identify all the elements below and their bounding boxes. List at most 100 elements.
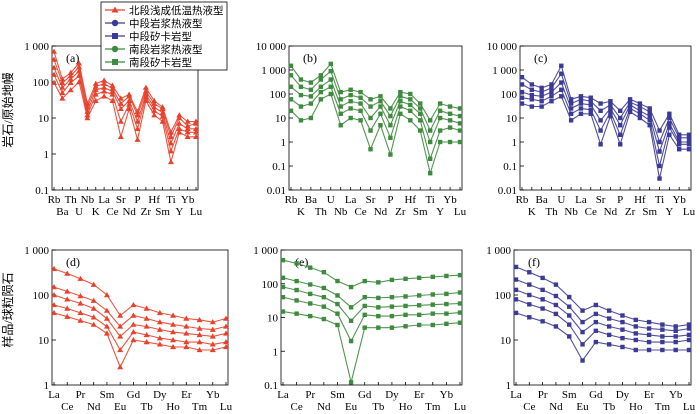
data-point <box>64 305 71 311</box>
data-point <box>338 104 343 109</box>
data-point <box>618 123 623 128</box>
y-tick-label: 100 <box>495 290 512 302</box>
data-point <box>389 294 395 300</box>
data-point <box>378 111 383 116</box>
plot-frame <box>51 249 229 386</box>
data-point <box>101 80 108 86</box>
data-point <box>437 108 443 113</box>
data-point <box>126 93 133 99</box>
data-point <box>298 84 304 89</box>
data-point <box>686 347 692 353</box>
data-point <box>660 339 665 345</box>
x-tick-label: Gd <box>358 389 372 401</box>
data-point <box>637 115 643 121</box>
data-point <box>403 303 408 309</box>
data-point <box>686 139 692 145</box>
data-point <box>416 303 422 308</box>
panel-label: (a) <box>66 51 79 65</box>
data-point <box>376 325 381 330</box>
legend-item: 中段岩浆热液型 <box>105 17 203 30</box>
x-tick-label: Th <box>545 206 558 218</box>
chart-panel-c: 0.01 0.1 1 10 100 1 000 10 000 RbKBaThUNbLaCeSr… <box>487 41 696 218</box>
x-tick-label: Y <box>436 206 444 218</box>
x-tick-label: Pr <box>305 389 315 401</box>
data-point <box>539 104 544 109</box>
data-point <box>109 88 116 94</box>
data-point <box>101 77 108 83</box>
y-tick-label: 10 000 <box>487 41 518 53</box>
data-point <box>159 113 166 119</box>
data-point <box>539 99 544 104</box>
data-point <box>92 86 99 93</box>
data-point <box>549 85 554 91</box>
data-point <box>223 330 229 336</box>
data-point <box>427 139 433 145</box>
x-tick-label: Gd <box>589 389 603 401</box>
data-point <box>418 118 423 123</box>
data-point <box>117 312 124 318</box>
data-point <box>618 108 623 113</box>
data-point <box>378 104 383 109</box>
data-point <box>143 339 150 345</box>
data-point <box>134 125 141 132</box>
data-point <box>77 275 84 281</box>
data-point <box>540 287 545 293</box>
data-point <box>109 85 116 91</box>
data-point <box>608 109 613 115</box>
data-point <box>209 326 216 332</box>
x-tick-label: Ce <box>106 206 118 218</box>
data-point <box>358 89 363 95</box>
data-point <box>627 102 633 108</box>
x-tick-label: Sm <box>100 389 115 401</box>
y-tick-label: 10 000 <box>256 41 287 53</box>
x-tick-label: Nd <box>374 206 388 218</box>
x-tick-label: Gd <box>127 389 141 401</box>
data-point <box>184 133 191 140</box>
data-point <box>646 319 652 325</box>
data-point <box>90 305 97 311</box>
data-point <box>457 301 463 306</box>
data-point <box>447 111 453 116</box>
data-point <box>620 335 625 341</box>
panel-label: (b) <box>303 51 317 65</box>
data-point <box>90 297 97 303</box>
data-point <box>647 106 652 111</box>
data-point <box>209 333 216 339</box>
data-point <box>67 79 74 86</box>
y-tick-label: 1 <box>44 149 50 161</box>
data-point <box>308 265 313 270</box>
data-point <box>427 171 433 176</box>
series-line <box>521 81 689 154</box>
y-tick-label: 10 <box>500 335 512 347</box>
data-point <box>142 94 149 100</box>
data-point <box>444 291 449 297</box>
data-point <box>308 313 313 319</box>
data-point <box>348 115 353 121</box>
y-tick-label: 100 <box>262 279 279 291</box>
x-tick-label: Er <box>414 389 425 401</box>
series-line <box>515 289 690 337</box>
data-point <box>519 75 525 80</box>
data-point <box>388 123 393 128</box>
data-point <box>170 321 177 327</box>
data-point <box>223 315 229 321</box>
data-point <box>457 139 463 145</box>
data-point <box>318 89 324 95</box>
x-tick-label: Ti <box>655 194 664 206</box>
data-point <box>67 72 74 78</box>
data-point <box>633 337 638 343</box>
y-tick-label: 10 <box>275 113 287 125</box>
data-point <box>176 129 183 135</box>
x-tick-label: Hf <box>148 194 160 206</box>
data-point <box>447 139 453 145</box>
series-line <box>521 64 689 136</box>
data-point <box>142 84 149 90</box>
data-point <box>288 73 294 78</box>
data-point <box>109 97 116 104</box>
x-tick-label: Ce <box>354 206 366 218</box>
y-tick-label: 1 <box>44 380 50 392</box>
data-point <box>184 122 191 129</box>
data-point <box>183 339 190 345</box>
data-point <box>444 301 449 307</box>
data-point <box>288 63 294 68</box>
